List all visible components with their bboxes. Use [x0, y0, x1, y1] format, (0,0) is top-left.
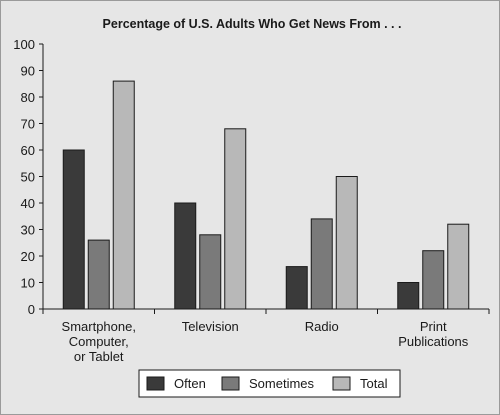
bar-often	[174, 202, 197, 310]
category-label: Television	[182, 319, 239, 334]
bar-total	[335, 176, 358, 310]
bar-total	[447, 223, 470, 310]
legend-label: Total	[360, 376, 388, 391]
bars	[62, 80, 470, 310]
legend: Often Sometimes Total	[138, 369, 401, 398]
legend-label: Sometimes	[249, 376, 315, 391]
y-tick-label: 50	[21, 170, 35, 185]
bar-total	[112, 80, 135, 310]
y-tick-label: 60	[21, 143, 35, 158]
legend-swatch	[221, 376, 240, 391]
y-tick-label: 70	[21, 117, 35, 132]
y-tick-label: 20	[21, 249, 35, 264]
y-tick-label: 90	[21, 64, 35, 79]
chart-title: Percentage of U.S. Adults Who Get News F…	[103, 17, 402, 31]
y-tick-label: 30	[21, 223, 35, 238]
y-tick-label: 10	[21, 276, 35, 291]
y-tick-label: 0	[28, 302, 35, 317]
y-tick-label: 80	[21, 90, 35, 105]
legend-box	[138, 369, 401, 398]
bar-sometimes	[422, 250, 445, 310]
y-tick-label: 40	[21, 196, 35, 211]
bar-sometimes	[199, 234, 222, 310]
category-label: Print Publications	[398, 319, 469, 349]
bar-often	[62, 149, 85, 310]
y-tick-label: 100	[13, 37, 35, 52]
category-label: Smartphone, Computer, or Tablet	[62, 319, 136, 364]
bar-often	[285, 266, 308, 310]
bar-sometimes	[310, 218, 333, 310]
legend-swatch	[332, 376, 351, 391]
x-axis: Smartphone, Computer, or Tablet Television R…	[42, 308, 490, 364]
y-axis: 0 10 20 30 40 50 60 70 80 90 100	[13, 37, 44, 317]
bar-total	[224, 128, 247, 310]
category-label: Radio	[305, 319, 339, 334]
legend-swatch	[146, 376, 165, 391]
bar-sometimes	[87, 239, 110, 310]
bar-often	[397, 282, 420, 310]
legend-label: Often	[174, 376, 206, 391]
